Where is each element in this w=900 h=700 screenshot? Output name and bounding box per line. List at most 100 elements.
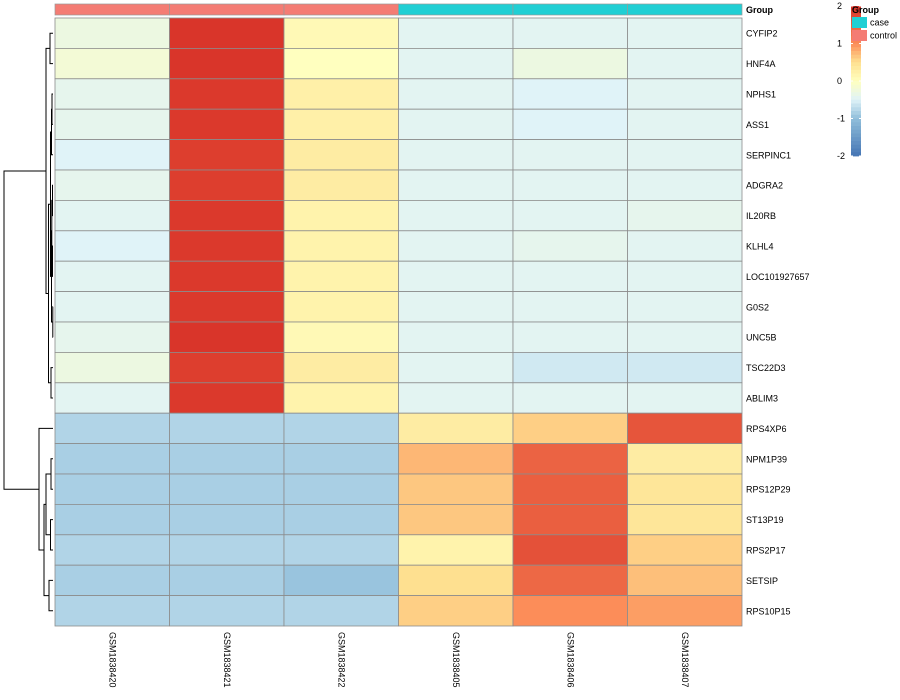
color-scale-segment (851, 133, 861, 138)
heatmap-cell (512, 78, 628, 110)
heatmap-cell (627, 199, 743, 232)
row-label: SETSIP (746, 576, 778, 586)
heatmap-cell (512, 443, 628, 475)
heatmap-cell (627, 139, 743, 171)
heatmap-cell (398, 443, 514, 475)
heatmap-cell (54, 534, 170, 566)
heatmap-cell (283, 139, 399, 171)
color-scale-segment (851, 62, 861, 67)
color-scale-segment (851, 81, 861, 86)
dendrogram-branch (50, 367, 53, 399)
color-scale-segment (851, 152, 861, 157)
heatmap-cell (627, 595, 743, 627)
heatmap-cell (54, 351, 170, 384)
color-scale-segment (851, 39, 861, 44)
row-label: ADGRA2 (746, 181, 783, 191)
heatmap-cell (512, 503, 628, 536)
heatmap-cell (169, 78, 285, 110)
heatmap-cell (283, 534, 399, 566)
heatmap-cell (54, 139, 170, 171)
color-scale-segment (851, 107, 861, 112)
heatmap-cell (627, 17, 743, 49)
heatmap-cell (169, 503, 285, 536)
color-scale-segment (851, 114, 861, 119)
heatmap-cell (283, 199, 399, 232)
color-scale-segment (851, 51, 861, 56)
group-annotation-title: Group (746, 5, 773, 15)
heatmap-cell (398, 230, 514, 262)
color-scale-segment (851, 137, 861, 142)
heatmap-cell (283, 473, 399, 505)
group-legend-label: case (870, 18, 889, 28)
row-label: SERPINC1 (746, 150, 791, 160)
heatmap-cell (627, 291, 743, 323)
heatmap-cell (54, 412, 170, 445)
annotation-cell-control (283, 3, 399, 16)
color-scale-segment (851, 111, 861, 116)
color-scale-segment (851, 6, 861, 11)
heatmap-cell (54, 564, 170, 597)
color-scale-segment (851, 9, 861, 14)
color-scale-segment (851, 141, 861, 146)
heatmap-cell (169, 108, 285, 140)
heatmap-cell (54, 503, 170, 536)
color-scale-segment (851, 144, 861, 149)
heatmap-cell (512, 48, 628, 80)
heatmap-cell (398, 534, 514, 566)
heatmap-cell (627, 78, 743, 110)
dendrogram-branch (50, 519, 53, 551)
heatmap-cell (169, 199, 285, 232)
color-scale-segment (851, 129, 861, 134)
annotation-cell-control (169, 3, 285, 16)
color-scale-segment (851, 84, 861, 89)
heatmap-cell (169, 48, 285, 80)
row-label: G0S2 (746, 302, 769, 312)
heatmap-cell (398, 503, 514, 536)
heatmap-cell (398, 169, 514, 201)
heatmap-cell (512, 17, 628, 49)
heatmap-cell (627, 564, 743, 597)
group-legend-swatch-control (852, 30, 867, 41)
heatmap-cell (627, 260, 743, 293)
color-scale-tick-label: 2 (837, 1, 842, 11)
heatmap-cell (398, 595, 514, 627)
heatmap-cell (512, 108, 628, 140)
heatmap-cell (512, 291, 628, 323)
heatmap-cell (54, 443, 170, 475)
heatmap-cell (54, 473, 170, 505)
heatmap-cell (169, 321, 285, 353)
heatmap-cell (627, 108, 743, 140)
row-label: ABLIM3 (746, 394, 778, 404)
heatmap-cell (627, 351, 743, 384)
heatmap-cell (283, 291, 399, 323)
row-label: RPS4XP6 (746, 424, 787, 434)
heatmap-cell (54, 78, 170, 110)
annotation-cell-case (512, 3, 628, 16)
dendrogram-branch (3, 170, 46, 490)
color-scale-tick-label: -1 (837, 114, 845, 124)
heatmap-cell (283, 443, 399, 475)
row-label: UNC5B (746, 333, 777, 343)
color-scale-segment (851, 69, 861, 74)
heatmap-cell (398, 473, 514, 505)
color-scale-segment (851, 126, 861, 131)
heatmap-cell (283, 503, 399, 536)
heatmap-cell (398, 351, 514, 384)
heatmap-cell (54, 48, 170, 80)
heatmap-cell (398, 382, 514, 414)
row-label: IL20RB (746, 211, 776, 221)
heatmap-cell (627, 382, 743, 414)
heatmap-cell (398, 78, 514, 110)
heatmap-cell (627, 473, 743, 505)
heatmap-cell (54, 321, 170, 353)
heatmap-cell (283, 230, 399, 262)
heatmap-cell (54, 260, 170, 293)
color-scale-segment (851, 96, 861, 101)
heatmap-cell (512, 169, 628, 201)
heatmap-cell (512, 260, 628, 293)
color-scale-segment (851, 77, 861, 82)
group-annotation-bar (54, 3, 743, 16)
heatmap-cell (627, 443, 743, 475)
heatmap-cell (627, 503, 743, 536)
heatmap-cells (54, 17, 743, 627)
